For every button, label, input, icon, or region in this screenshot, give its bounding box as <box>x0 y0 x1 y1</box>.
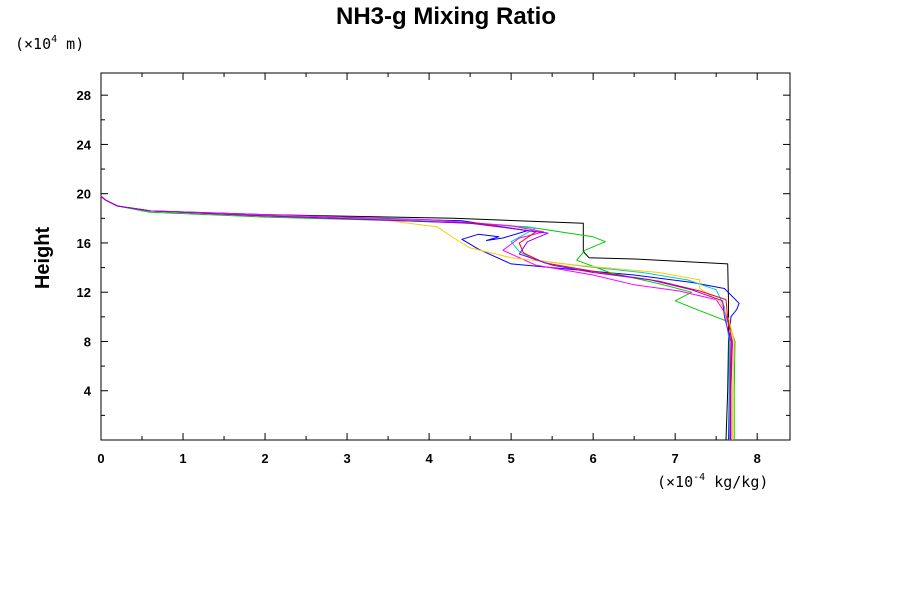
series-line-4 <box>100 195 734 440</box>
x-tick-label: 5 <box>508 451 515 466</box>
x-tick-label: 0 <box>97 451 104 466</box>
x-unit-suffix: kg/kg) <box>705 473 768 491</box>
series-line-1 <box>100 195 740 441</box>
chart-title: NH3-g Mixing Ratio <box>336 3 556 30</box>
x-tick-label: 1 <box>179 451 186 466</box>
y-unit-suffix: m) <box>57 35 84 53</box>
x-tick-label: 3 <box>343 451 350 466</box>
x-tick-label: 8 <box>754 451 761 466</box>
x-unit-prefix: (×10 <box>657 473 693 491</box>
y-unit-prefix: (×10 <box>15 35 51 53</box>
series-line-0 <box>100 73 729 441</box>
x-tick-label: 4 <box>425 451 433 466</box>
x-tick-label: 7 <box>672 451 679 466</box>
series-line-2 <box>100 195 736 440</box>
y-tick-label: 16 <box>77 236 91 251</box>
y-tick-label: 12 <box>77 285 91 300</box>
y-tick-label: 28 <box>77 88 91 103</box>
y-axis-unit-label: (×104 m) <box>15 34 84 53</box>
y-tick-label: 4 <box>84 384 92 399</box>
series-line-7 <box>100 195 732 440</box>
x-axis-unit-label: (×10-4 kg/kg) <box>657 472 768 491</box>
plot-area-frame <box>100 72 791 441</box>
y-tick-label: 24 <box>77 137 92 152</box>
x-unit-exponent: -4 <box>693 472 705 483</box>
x-tick-label: 2 <box>261 451 268 466</box>
y-unit-exponent: 4 <box>51 34 57 45</box>
series-line-6 <box>100 195 733 440</box>
x-tick-label: 6 <box>590 451 597 466</box>
series-layer <box>100 73 740 441</box>
y-tick-label: 20 <box>77 187 91 202</box>
y-tick-label: 8 <box>84 334 91 349</box>
y-axis-label: Height <box>32 227 54 290</box>
series-line-3 <box>100 195 730 440</box>
series-line-5 <box>100 195 735 440</box>
